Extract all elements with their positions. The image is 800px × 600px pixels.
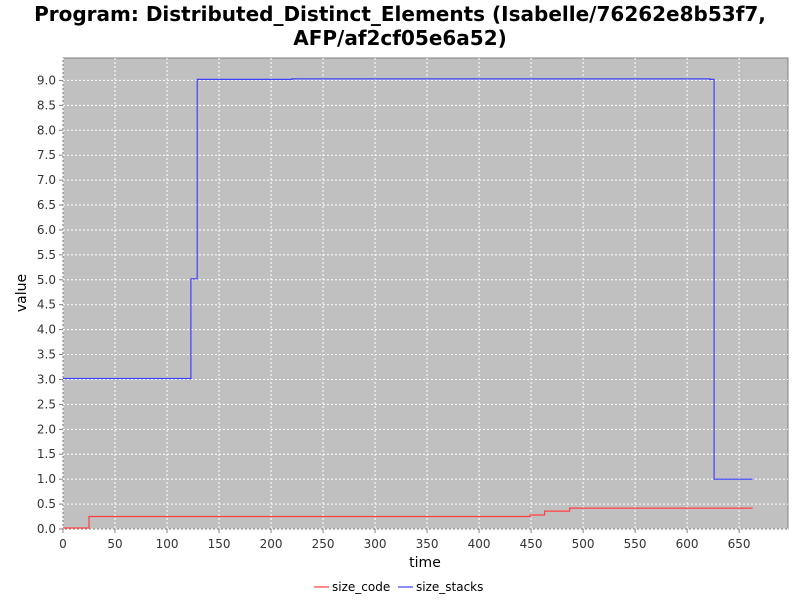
series-group — [63, 78, 753, 529]
x-axis: 0 50 100 150 200 250 300 350 400 450 500 550 600 650 — [59, 529, 751, 551]
y-tick-label: 4.0 — [37, 323, 56, 337]
y-tick-label: 8.0 — [37, 123, 56, 137]
x-tick-label: 350 — [416, 537, 439, 551]
x-tick-label: 400 — [468, 537, 491, 551]
legend: size_code size_stacks — [314, 580, 483, 594]
legend-label-size-code: size_code — [332, 580, 390, 594]
y-tick-label: 1.5 — [37, 447, 56, 461]
y-axis: 0.0 0.5 1.0 1.5 2.0 2.5 3.0 3.5 4.0 4.5 5.0 5.5 6.0 6… — [37, 73, 63, 536]
y-tick-label: 2.0 — [37, 422, 56, 436]
y-tick-label: 0.5 — [37, 497, 56, 511]
x-tick-label: 0 — [59, 537, 67, 551]
y-tick-label: 3.5 — [37, 348, 56, 362]
y-tick-label: 8.5 — [37, 98, 56, 112]
x-axis-label: time — [409, 555, 441, 571]
plot-area — [62, 57, 789, 530]
x-tick-label: 500 — [572, 537, 595, 551]
x-tick-label: 50 — [107, 537, 122, 551]
x-tick-label: 150 — [208, 537, 231, 551]
chart-title-line-2: AFP/af2cf05e6a52) — [293, 26, 507, 50]
legend-label-size-stacks: size_stacks — [416, 580, 483, 594]
y-tick-label: 0.0 — [37, 522, 56, 536]
x-tick-label: 200 — [260, 537, 283, 551]
y-tick-label: 6.0 — [37, 223, 56, 237]
y-tick-label: 7.0 — [37, 173, 56, 187]
chart-title-line-1: Program: Distributed_Distinct_Elements (… — [34, 2, 766, 26]
chart-title: Program: Distributed_Distinct_Elements (… — [0, 2, 800, 50]
y-tick-label: 1.0 — [37, 472, 56, 486]
x-tick-label: 450 — [520, 537, 543, 551]
x-tick-label: 600 — [676, 537, 699, 551]
y-tick-label: 5.0 — [37, 273, 56, 287]
x-tick-label: 550 — [624, 537, 647, 551]
y-tick-label: 2.5 — [37, 397, 56, 411]
grid-lines — [62, 58, 788, 530]
y-tick-label: 4.5 — [37, 298, 56, 312]
series-line-size-stacks — [63, 78, 753, 480]
x-tick-label: 250 — [312, 537, 335, 551]
series-line-size-code — [63, 507, 753, 529]
y-tick-label: 5.5 — [37, 248, 56, 262]
y-tick-label: 3.0 — [37, 372, 56, 386]
y-tick-label: 9.0 — [37, 73, 56, 87]
y-tick-label: 7.5 — [37, 148, 56, 162]
x-tick-label: 300 — [364, 537, 387, 551]
y-axis-label: value — [14, 274, 30, 312]
x-tick-label: 650 — [728, 537, 751, 551]
x-tick-label: 100 — [156, 537, 179, 551]
y-tick-label: 6.5 — [37, 198, 56, 212]
